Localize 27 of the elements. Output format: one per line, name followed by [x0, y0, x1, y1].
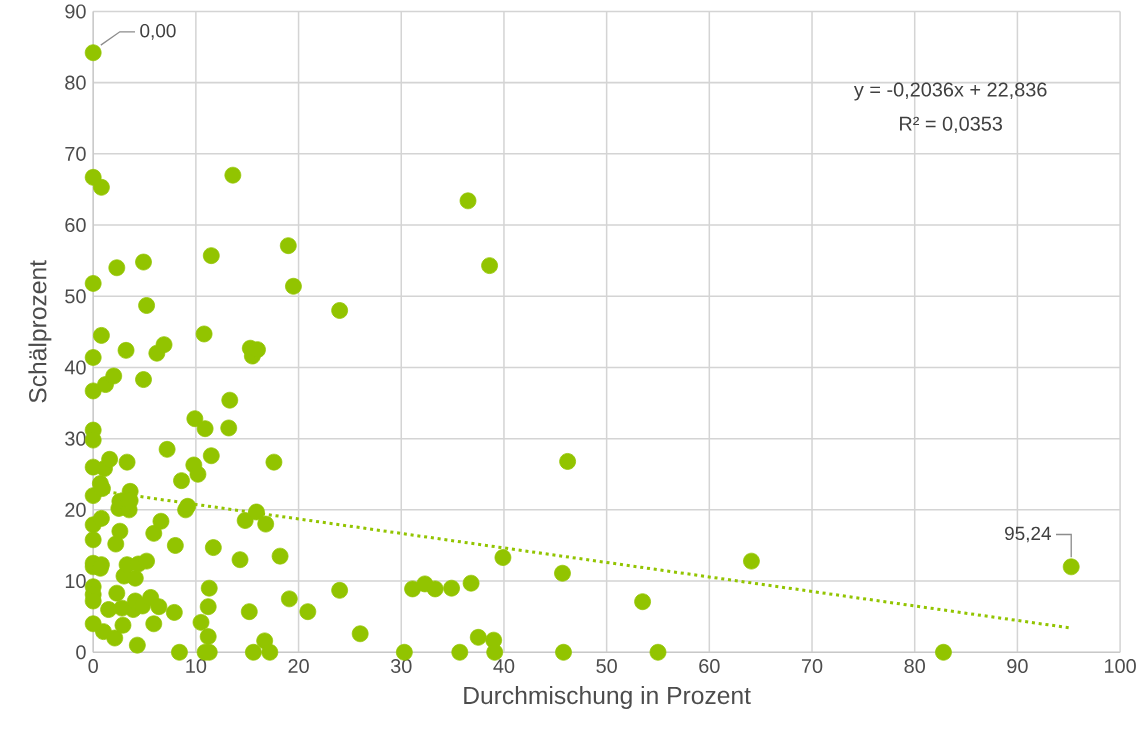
x-tick-label: 90 [1007, 659, 1028, 674]
annotation: R² = 0,0353 [900, 116, 1003, 134]
x-tick-label: 50 [596, 659, 617, 674]
x-tick-label: 20 [288, 659, 309, 674]
x-axis-title: Durchmischung in Prozent [464, 686, 751, 710]
annotation: y = -0,2036x + 22,836 [853, 82, 1047, 101]
y-tick-label: 80 [65, 75, 86, 90]
x-tick-label: 30 [390, 659, 412, 674]
x-tick-label: 0 [88, 659, 98, 674]
y-tick-label: 50 [65, 289, 86, 304]
x-tick-label: 10 [186, 659, 207, 674]
y-axis-title: Schälprozent [28, 260, 52, 403]
x-tick-label: 80 [904, 659, 925, 674]
annotation: 0,00 [140, 24, 176, 40]
y-tick-label: 20 [65, 503, 86, 518]
y-tick-label: 60 [65, 218, 86, 233]
x-tick-label: 70 [801, 659, 823, 674]
y-tick-label: 30 [65, 431, 86, 446]
x-tick-label: 60 [699, 659, 720, 674]
x-tick-label: 100 [1105, 659, 1136, 674]
x-tick-label: 40 [493, 659, 515, 674]
annotation: 95,24 [1005, 526, 1051, 543]
y-tick-label: 40 [64, 360, 86, 375]
y-tick-label: 0 [76, 645, 86, 660]
y-tick-label: 90 [65, 4, 86, 19]
y-tick-label: 10 [65, 574, 86, 589]
y-tick-label: 70 [65, 147, 86, 162]
